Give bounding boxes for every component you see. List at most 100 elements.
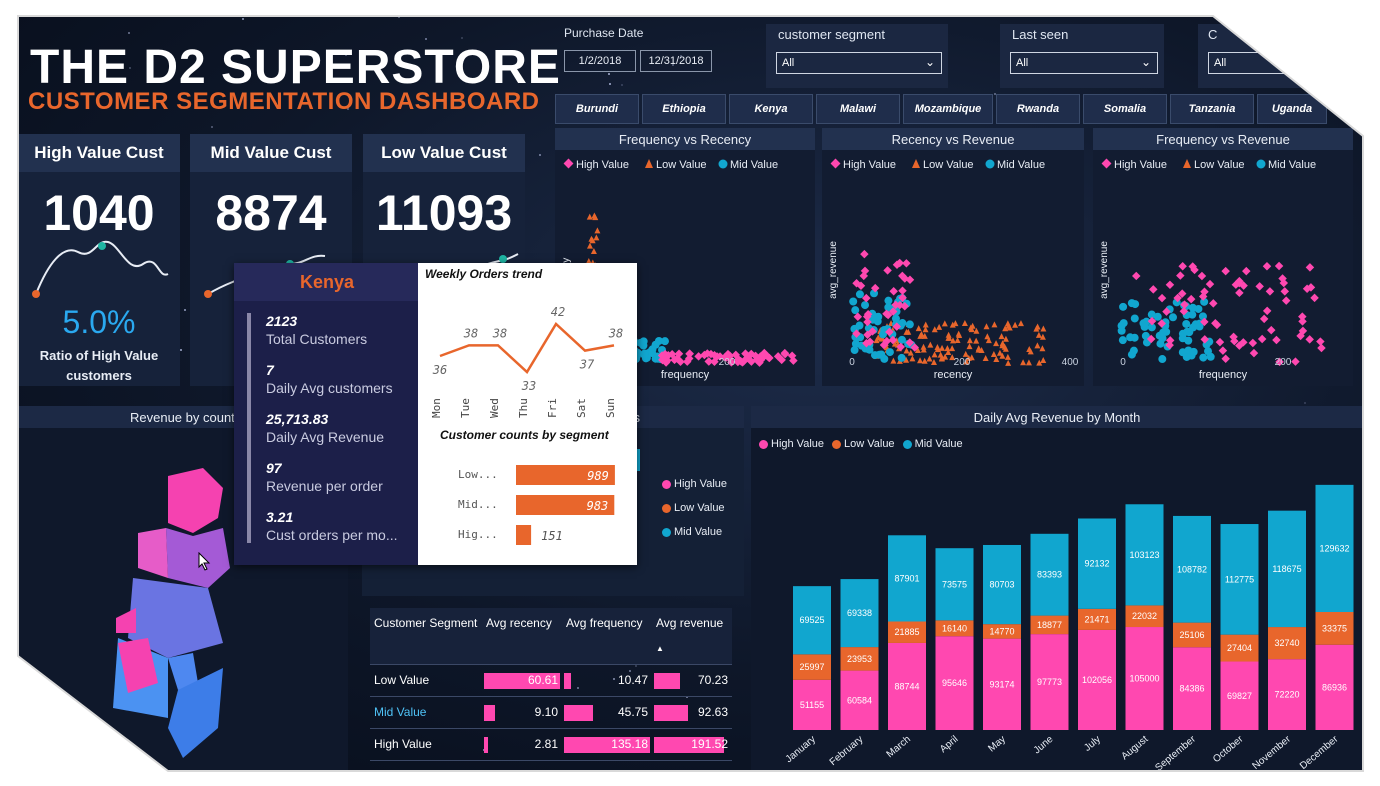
- tab-country-somalia[interactable]: Somalia: [1083, 94, 1167, 124]
- tab-country-kenya[interactable]: Kenya: [729, 94, 813, 124]
- last-seen-dropdown[interactable]: All ⌄: [1010, 52, 1158, 74]
- tab-country-ethiopia[interactable]: Ethiopia: [642, 94, 726, 124]
- date-to-input[interactable]: 12/31/2018: [640, 50, 712, 72]
- tab-country-mozambique[interactable]: Mozambique: [903, 94, 993, 124]
- tooltip-charts: Weekly Orders trend 36 38 38 33 42 37 38 Mon Tue…: [418, 263, 637, 565]
- scatter-point-low: [993, 340, 1000, 347]
- bar-data-label: 83393: [1037, 570, 1062, 580]
- segment-table-row[interactable]: Low Value 60.61 10.47 70.23: [370, 664, 732, 697]
- scatter-point-high: [1132, 271, 1141, 281]
- chevron-down-icon: ⌄: [1140, 55, 1151, 69]
- scatter-point-mid: [850, 346, 859, 355]
- segment-counts-chart: Low... 989 Mid... 983 Hig... 151: [458, 465, 615, 545]
- scatter-point-low: [1025, 359, 1032, 366]
- bar-data-label: 97773: [1037, 677, 1062, 687]
- avg-recency-bar-cell: 2.81: [482, 729, 562, 760]
- extra-dropdown[interactable]: All: [1208, 52, 1308, 74]
- map-region-ethiopia: [168, 468, 223, 533]
- avg-revenue-cell: 191.52: [652, 728, 732, 761]
- scatter-point-mid: [1127, 350, 1136, 359]
- col-customer-segment[interactable]: Customer Segment: [370, 608, 482, 665]
- segment-table-row[interactable]: Mid Value 9.10 45.75 92.63: [370, 696, 732, 729]
- segment-filter-label: customer segment: [778, 27, 885, 42]
- star-decoration: [1303, 401, 1306, 404]
- date-from-input[interactable]: 1/2/2018: [564, 50, 636, 72]
- scatter-point-high: [1235, 288, 1244, 298]
- scatter-point-low: [936, 323, 943, 330]
- scatter-point-low: [586, 213, 593, 220]
- scatter-point-low: [937, 351, 944, 358]
- col-avg-frequency[interactable]: Avg frequency: [562, 608, 652, 665]
- scatter-point-high: [1317, 343, 1326, 353]
- tab-country-malawi[interactable]: Malawi: [816, 94, 900, 124]
- scatter-point-high: [1215, 337, 1225, 347]
- avg-revenue-bar-cell: 191.52: [652, 729, 732, 760]
- tab-country-burundi[interactable]: Burundi: [555, 94, 639, 124]
- avg-revenue-bar: [654, 704, 688, 721]
- monthly-revenue-chart[interactable]: 51155 25997 69525 January 60584 23953 69338 Feb…: [751, 428, 1363, 771]
- scatter-tick: 200: [954, 357, 971, 368]
- avg-frequency-cell: 45.75: [562, 696, 652, 729]
- tooltip-stat-value: 7: [266, 362, 274, 378]
- tab-country-tanzania[interactable]: Tanzania: [1170, 94, 1254, 124]
- scatter-point-high: [1248, 338, 1258, 348]
- dashboard-subtitle: CUSTOMER SEGMENTATION DASHBOARD: [28, 88, 540, 115]
- bar-data-label: 32740: [1274, 638, 1299, 648]
- bar-data-label: 22032: [1132, 611, 1157, 621]
- bar-data-label: 95646: [942, 678, 967, 688]
- month-tick-label: June: [1032, 734, 1056, 757]
- avg-recency-bar: [484, 704, 496, 721]
- recency-revenue-chart[interactable]: High Value Low Value Mid Value recency avg_r…: [822, 150, 1084, 386]
- month-tick-label: July: [1082, 734, 1103, 754]
- tab-country-uganda[interactable]: Uganda: [1257, 94, 1327, 124]
- monthly-revenue-panel: Daily Avg Revenue by Month High Value Lo…: [751, 406, 1363, 771]
- scatter-point-mid: [1199, 353, 1208, 362]
- scatter-point-low: [1039, 345, 1046, 352]
- scatter-point-high: [1305, 263, 1315, 272]
- scatter-point-mid: [1184, 336, 1193, 345]
- scatter-point-mid: [1182, 319, 1191, 328]
- scatter-point-low: [1040, 325, 1047, 332]
- scatter-point-high: [1178, 262, 1187, 271]
- segment-donut-legend: High Value Low Value Mid Value: [662, 478, 727, 538]
- scatter-point-low: [973, 337, 980, 344]
- month-tick-label: January: [784, 734, 818, 765]
- legend-low-label: Low Value: [923, 159, 974, 171]
- freq-revenue-chart[interactable]: High Value Low Value Mid Value frequency avg…: [1093, 150, 1353, 386]
- weekly-data-label: 38: [608, 326, 623, 340]
- bar-data-label: 25997: [799, 662, 824, 672]
- segment-filter-panel: customer segment All ⌄: [766, 24, 948, 88]
- scatter-point-high: [1197, 271, 1207, 281]
- recency-revenue-panel: Recency vs Revenue High Value Low Value Mi…: [822, 128, 1084, 386]
- freq-revenue-panel: Frequency vs Revenue High Value Low Value…: [1093, 128, 1353, 386]
- scatter-point-high: [1262, 306, 1272, 316]
- bar-data-label: 92132: [1084, 559, 1109, 569]
- col-avg-revenue[interactable]: Avg revenue ▲: [652, 608, 732, 665]
- scatter-point-high: [1176, 271, 1185, 280]
- weekly-data-label: 42: [551, 305, 565, 319]
- scatter-point-low: [996, 349, 1003, 356]
- recency-revenue-title: Recency vs Revenue: [822, 128, 1084, 150]
- segment-name-cell: Low Value: [370, 664, 482, 697]
- col-avg-recency[interactable]: Avg recency: [482, 608, 562, 665]
- segment-name-cell: Mid Value: [370, 696, 482, 729]
- legend-triangle-icon: [1183, 159, 1191, 168]
- star-decoration: [460, 36, 463, 39]
- bar-data-label: 105000: [1129, 674, 1159, 684]
- scatter-point-mid: [1130, 333, 1139, 342]
- weekly-data-label: 37: [579, 358, 595, 372]
- segment-dropdown[interactable]: All ⌄: [776, 52, 942, 74]
- segment-count-bar: [516, 525, 532, 545]
- month-tick-label: May: [986, 734, 1008, 755]
- scatter-point-mid: [1156, 339, 1165, 348]
- scatter-point-high: [1310, 293, 1319, 303]
- kpi-label: Low Value Cust: [363, 134, 525, 172]
- scatter-point-mid: [639, 337, 648, 346]
- scatter-point-low: [1017, 320, 1024, 327]
- bar-data-label: 51155: [800, 700, 824, 710]
- legend-diamond-icon: [830, 158, 841, 169]
- star-decoration: [179, 349, 182, 352]
- tab-country-rwanda[interactable]: Rwanda: [996, 94, 1080, 124]
- bar-data-label: 112775: [1225, 574, 1254, 584]
- segment-table-row[interactable]: High Value 2.81 135.18 191.52: [370, 728, 732, 761]
